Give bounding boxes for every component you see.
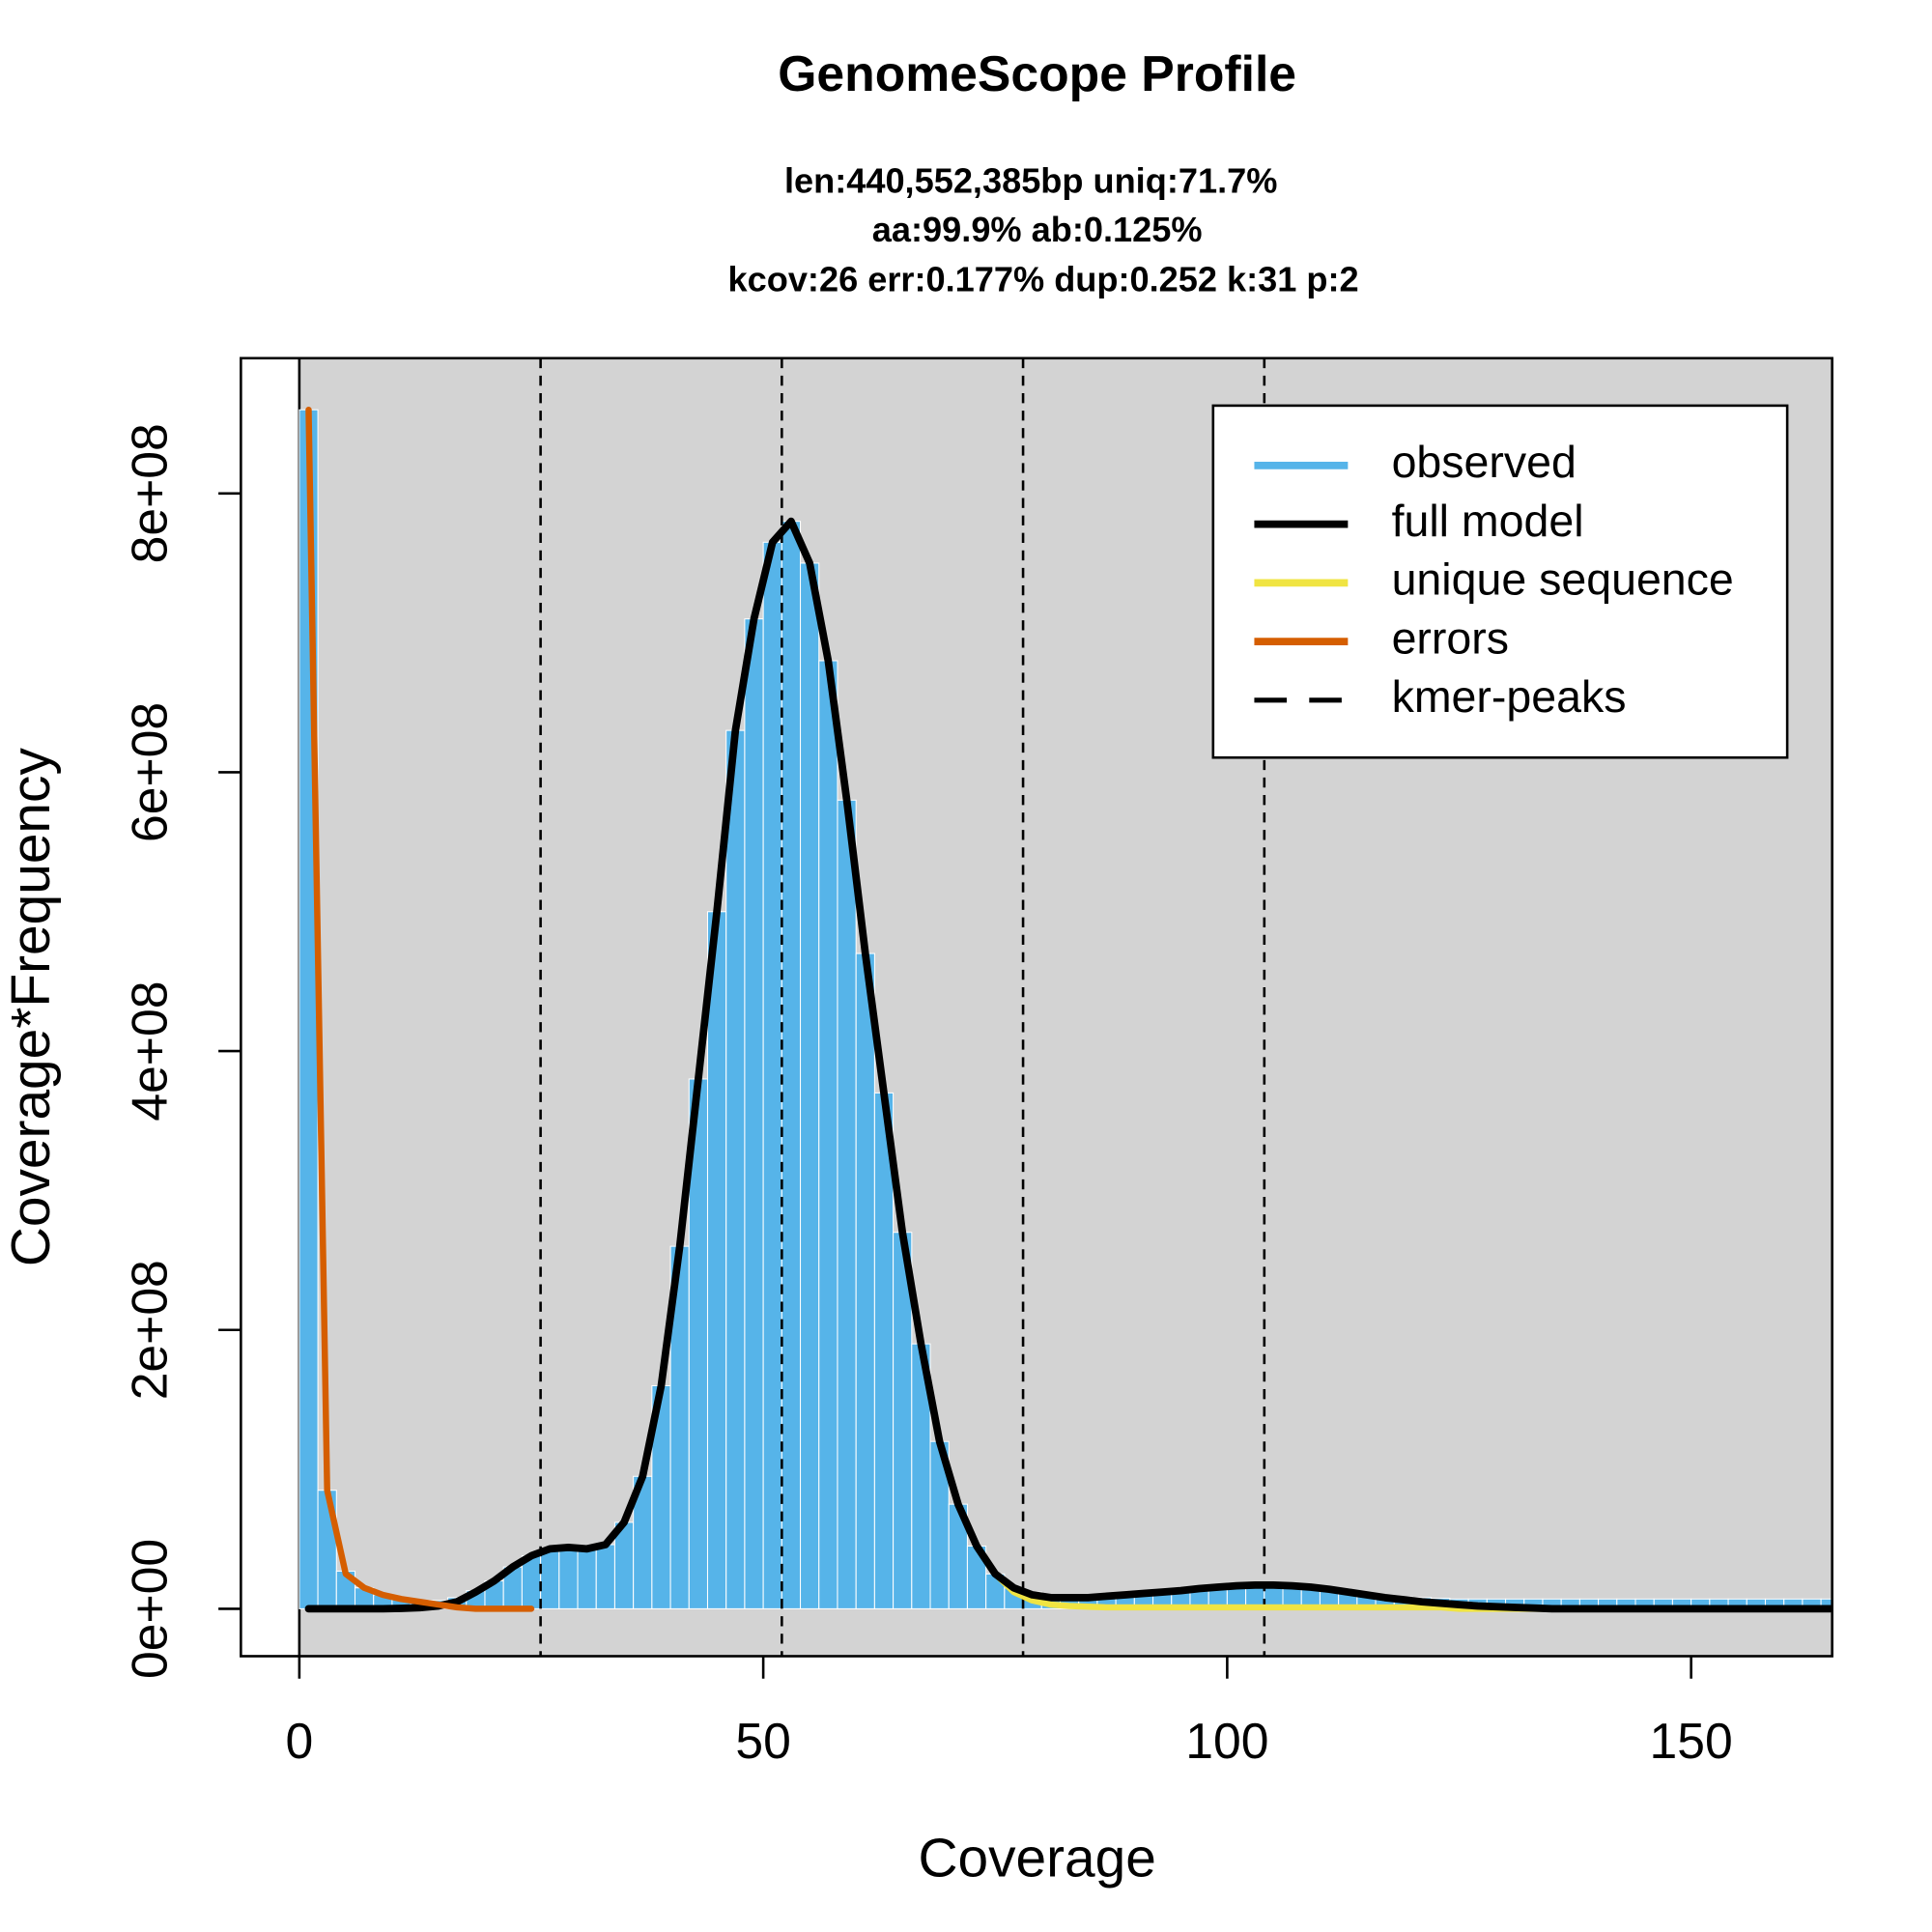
x-axis-label: Coverage	[918, 1829, 1155, 1889]
bar	[540, 1548, 560, 1609]
series-line	[305, 406, 535, 1612]
plot-frame	[240, 356, 1833, 1658]
y-axis-label: Coverage*Frequency	[1, 748, 62, 1267]
y-tick-label: 6e+08	[122, 702, 178, 842]
legend-label: kmer-peaks	[1392, 671, 1627, 722]
bar	[762, 541, 782, 1609]
bar	[855, 952, 875, 1609]
subtitle: len:440,552,385bp uniq:71.7%	[784, 160, 1277, 200]
y-tick-label: 4e+08	[122, 981, 178, 1122]
legend-label: observed	[1392, 437, 1577, 487]
bar	[818, 660, 838, 1609]
bar	[595, 1544, 615, 1609]
x-tick-label: 50	[735, 1713, 790, 1769]
subtitle: kcov:26 err:0.177% dup:0.252 k:31 p:2	[728, 260, 1359, 299]
x-tick-label: 150	[1650, 1713, 1733, 1769]
bar	[725, 729, 746, 1609]
series-line	[304, 517, 1833, 1613]
bar	[558, 1547, 579, 1609]
bar	[577, 1548, 597, 1609]
legend-label: unique sequence	[1392, 554, 1734, 605]
bar	[706, 911, 727, 1609]
bar	[837, 799, 857, 1609]
chart-title: GenomeScope Profile	[778, 45, 1296, 101]
y-tick-label: 2e+08	[122, 1260, 178, 1400]
x-tick-label: 0	[285, 1713, 313, 1769]
y-tick-label: 0e+00	[122, 1539, 178, 1679]
bar	[800, 562, 820, 1609]
legend-label: errors	[1392, 612, 1509, 663]
bar	[744, 618, 764, 1609]
x-tick-label: 100	[1185, 1713, 1268, 1769]
legend-label: full model	[1392, 496, 1584, 546]
subtitle: aa:99.9% ab:0.125%	[872, 210, 1203, 249]
bar	[873, 1092, 895, 1609]
y-tick-label: 8e+08	[122, 423, 178, 563]
bar	[781, 521, 802, 1609]
